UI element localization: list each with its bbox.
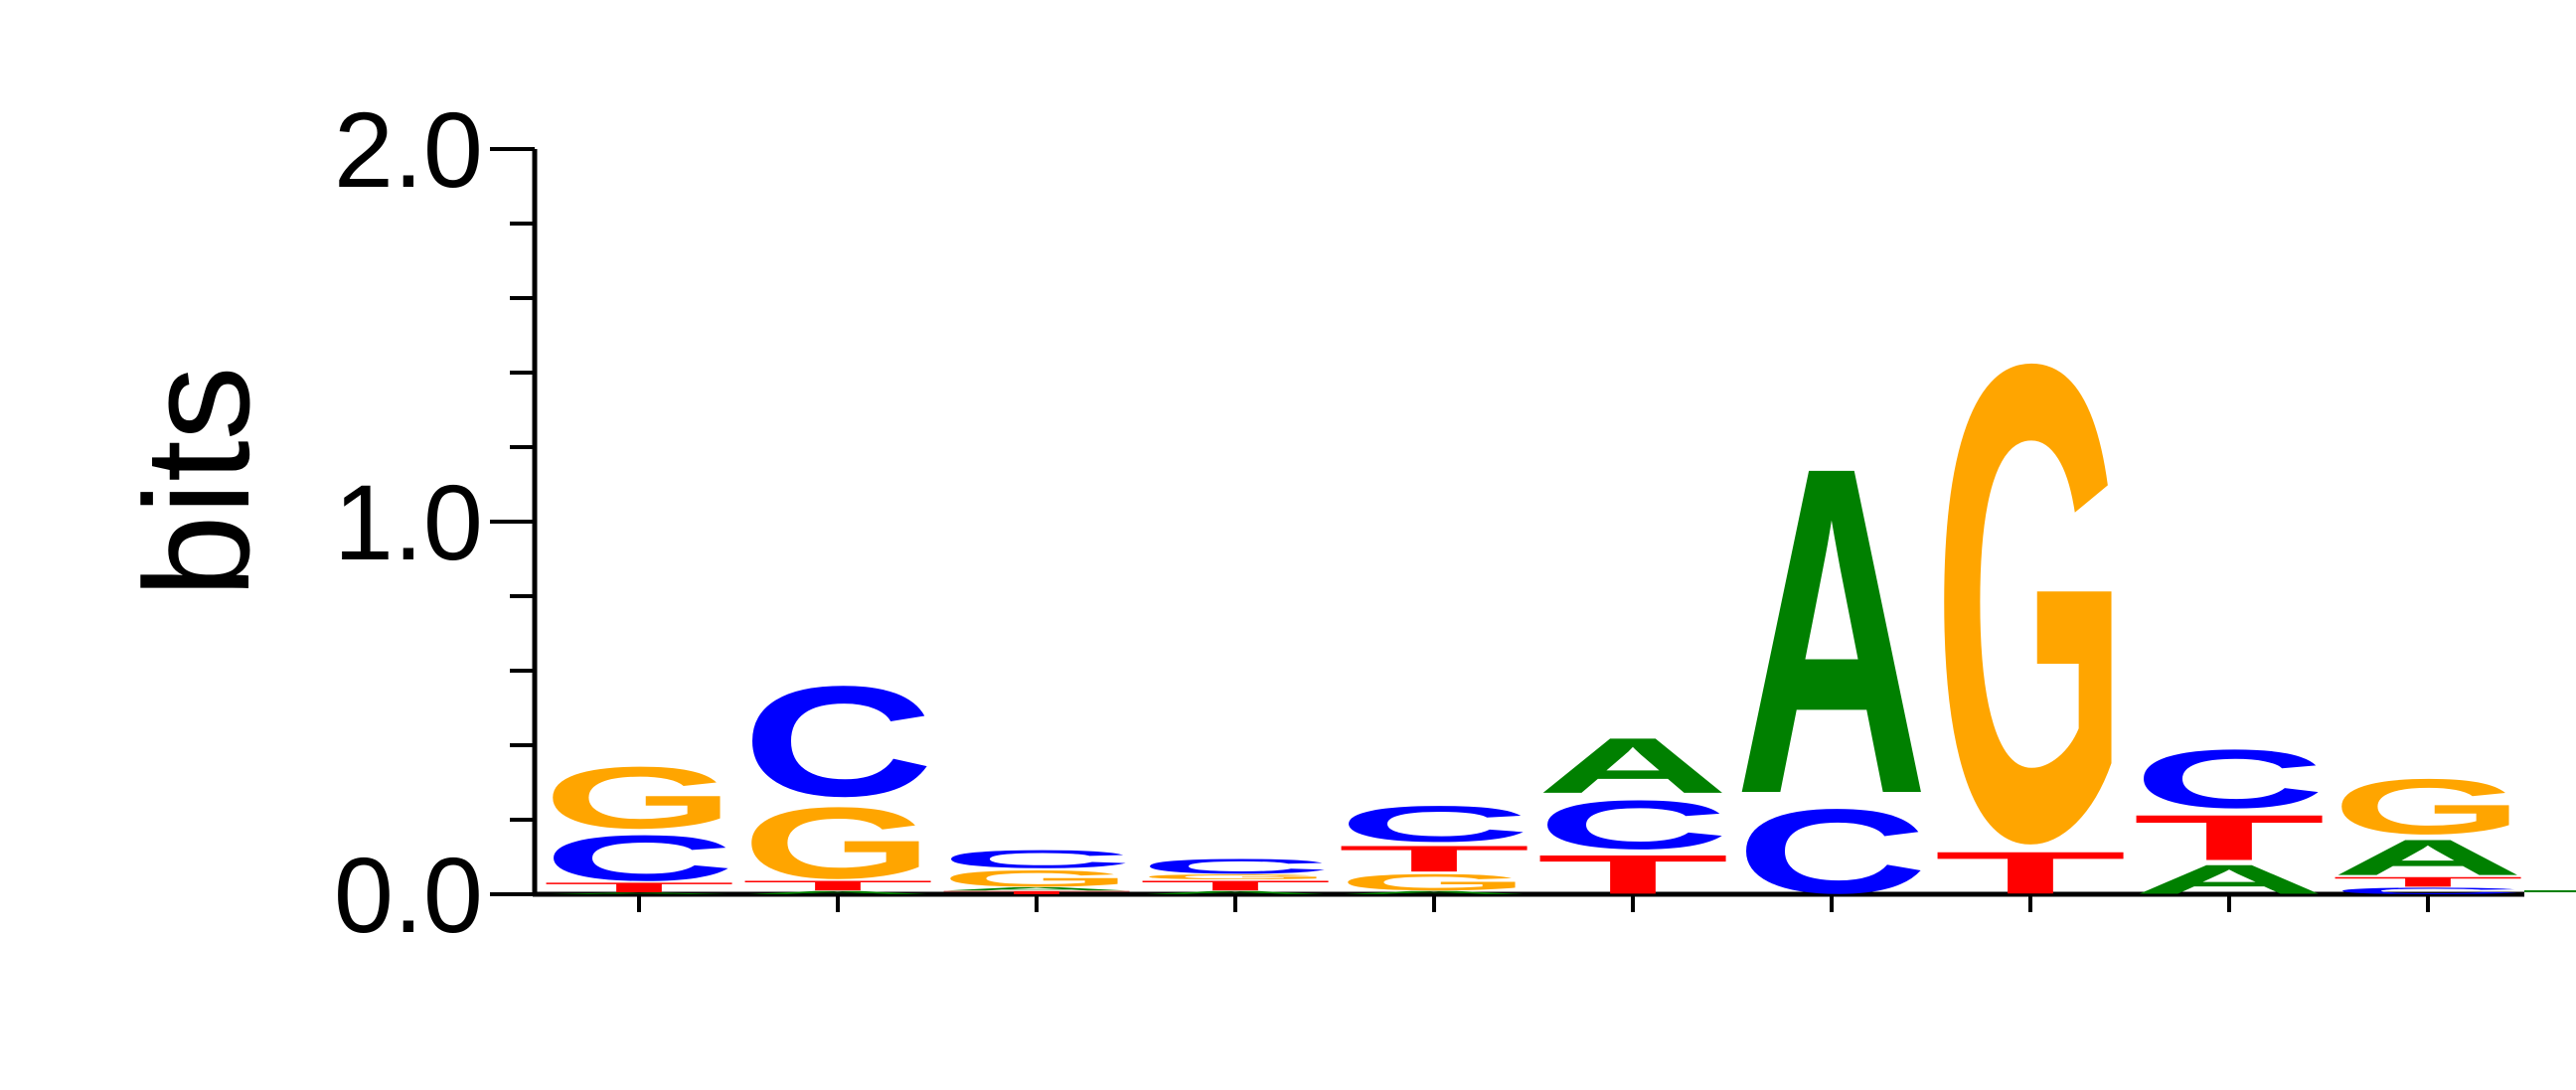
logo-letter-C: C — [1338, 796, 1530, 853]
logo-letter-C: C — [741, 653, 934, 829]
axes-layer — [490, 147, 2576, 912]
logo-glyph-C: C — [1338, 796, 1530, 853]
logo-glyph-G: G — [2332, 763, 2524, 851]
logo-letter-C: C — [1735, 784, 1928, 918]
logo-glyph-C: C — [1139, 855, 1332, 877]
logo-letter-G: G — [1338, 869, 1530, 895]
y-tick-label: 2.0 — [334, 89, 483, 210]
logo-glyph-C: C — [940, 845, 1133, 873]
logo-letter-C: C — [1536, 786, 1729, 863]
logo-glyph-C: C — [2332, 886, 2524, 896]
logo-glyph-A: A — [1735, 371, 1928, 891]
logo-glyph-A: A — [1338, 890, 1530, 895]
logo-glyph-A: A — [741, 890, 934, 895]
logo-glyph-G: G — [1139, 873, 1332, 881]
logo-glyph-A: A — [2332, 829, 2524, 885]
logo-letter-A: A — [1139, 890, 1332, 895]
logo-glyph-A: A — [940, 886, 1133, 891]
logo-glyph-C: C — [1735, 784, 1928, 918]
logo-letter-G: G — [741, 786, 934, 899]
y-axis-label-layer: bits — [113, 366, 280, 597]
logo-letter-C: C — [2332, 886, 2524, 896]
logo-letter-G: G — [1139, 873, 1332, 881]
y-tick-label: 1.0 — [334, 462, 483, 582]
logo-letter-C: C — [940, 845, 1133, 873]
logo-letter-G: G — [940, 865, 1133, 891]
logo-glyph-A: A — [543, 892, 735, 895]
logo-glyph-T: T — [2332, 874, 2524, 890]
logo-letter-T: T — [1536, 844, 1729, 905]
logo-glyph-T: T — [2133, 801, 2326, 873]
logo-glyph-G: G — [543, 749, 735, 848]
logo-glyph-T: T — [1536, 844, 1729, 905]
logo-glyph-G: G — [940, 865, 1133, 891]
logo-glyph-G: G — [1338, 869, 1530, 895]
logo-letter-A: A — [1536, 721, 1729, 809]
logo-glyph-T: T — [940, 890, 1133, 895]
logo-letter-T: T — [543, 879, 735, 895]
logo-glyph-A: A — [2133, 856, 2326, 903]
logo-letter-T: T — [1934, 840, 2127, 906]
logo-glyph-G: G — [741, 786, 934, 899]
logo-letter-C: C — [543, 822, 735, 894]
logo-letter-T: T — [940, 890, 1133, 895]
logo-letter-A: A — [741, 890, 934, 895]
logo-letter-A: A — [1338, 890, 1530, 895]
logo-letter-C: C — [1139, 855, 1332, 877]
logo-letter-G: G — [543, 749, 735, 848]
logo-letter-A: A — [2133, 856, 2326, 903]
logo-glyph-C: C — [741, 653, 934, 829]
logo-glyph-T: T — [741, 877, 934, 893]
logo-letter-A: A — [940, 886, 1133, 891]
logo-letter-G: G — [1934, 224, 2127, 983]
logo-letter-A: A — [543, 892, 735, 895]
logo-letter-G: G — [2332, 763, 2524, 851]
logo-glyph-C: C — [2133, 732, 2326, 825]
logo-glyph-T: T — [1338, 838, 1530, 879]
y-tick-label: 0.0 — [334, 835, 483, 955]
logo-glyph-A: A — [1536, 721, 1729, 809]
logo-glyph-C: C — [1536, 786, 1729, 863]
logo-letter-A: A — [2332, 829, 2524, 885]
y-axis-label: bits — [113, 366, 280, 597]
y-tick-labels-layer: 0.0 1.0 2.0 — [334, 89, 483, 955]
logo-glyph-A: A — [1139, 890, 1332, 895]
logo-glyph-T: T — [1139, 877, 1332, 893]
logo-letter-C: C — [2133, 732, 2326, 825]
logo-glyph-C: C — [543, 822, 735, 894]
logo-letter-A: A — [1735, 371, 1928, 891]
logo-letter-T: T — [2133, 801, 2326, 873]
logo-letter-T: T — [741, 877, 934, 893]
logo-glyph-T: T — [543, 879, 735, 895]
logo-letter-T: T — [1338, 838, 1530, 879]
logo-letter-T: T — [1139, 877, 1332, 893]
logo-glyph-G: G — [1934, 224, 2127, 983]
logo-letter-T: T — [2332, 874, 2524, 890]
logo-glyph-T: T — [1934, 840, 2127, 906]
